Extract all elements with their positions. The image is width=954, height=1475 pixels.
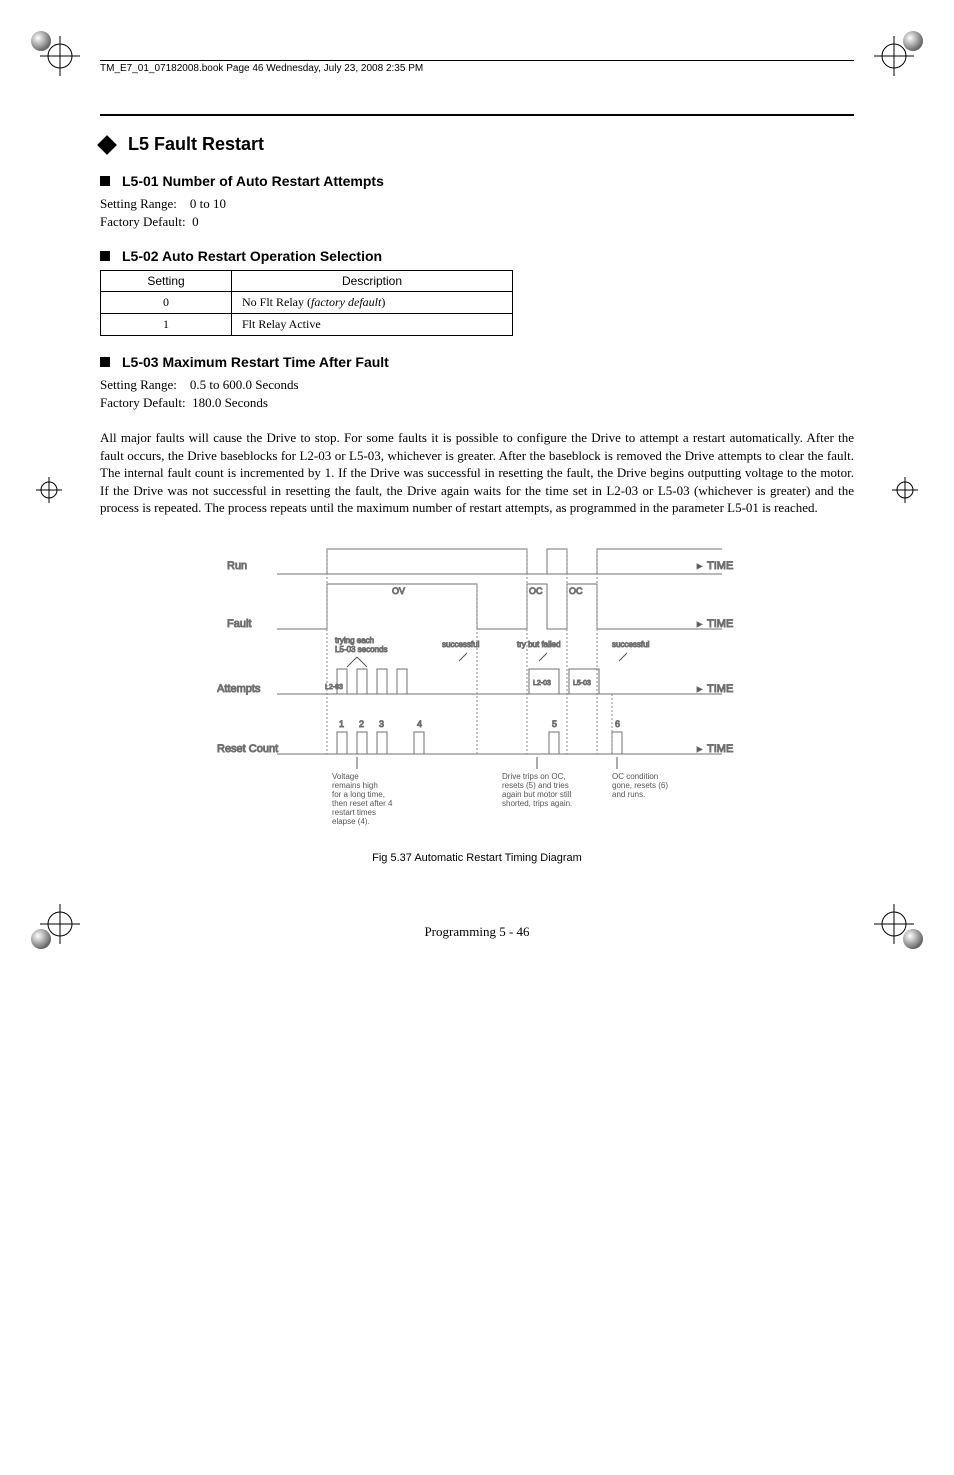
svg-text:Attempts: Attempts	[217, 683, 261, 695]
sub1-default: Factory Default: 0	[100, 213, 854, 231]
table-row: 0 No Flt Relay (factory default)	[101, 292, 513, 314]
svg-text:then reset after 4: then reset after 4	[332, 799, 393, 808]
svg-text:▸: ▸	[697, 561, 702, 572]
reg-mark-bl	[40, 904, 80, 944]
svg-text:4: 4	[417, 719, 422, 729]
label-run: Run	[227, 560, 247, 572]
square-bullet-icon	[100, 176, 110, 186]
svg-text:TIME: TIME	[707, 618, 733, 630]
sub1-range-label: Setting Range:	[100, 196, 177, 211]
table-row: 1 Flt Relay Active	[101, 314, 513, 336]
figure: Run ▸ TIME OV OC OC Fault TIME ▸ trying …	[100, 539, 854, 864]
page-footer: Programming 5 - 46	[100, 924, 854, 940]
cell-desc-ital: factory default	[311, 295, 381, 309]
svg-text:▸: ▸	[697, 619, 702, 630]
diamond-icon	[97, 135, 117, 155]
sub1-default-value: 0	[192, 214, 199, 229]
sub3-range-label: Setting Range:	[100, 377, 177, 392]
col-setting: Setting	[101, 271, 232, 292]
reg-mark-tl	[40, 36, 80, 76]
svg-text:resets (5) and tries: resets (5) and tries	[502, 781, 569, 790]
svg-text:restart times: restart times	[332, 808, 376, 817]
sub1-heading: L5-01 Number of Auto Restart Attempts	[100, 173, 854, 189]
section-rule	[100, 114, 854, 116]
svg-text:elapse (4).: elapse (4).	[332, 817, 370, 826]
svg-text:OV: OV	[392, 586, 405, 596]
square-bullet-icon	[100, 251, 110, 261]
section-heading: L5 Fault Restart	[100, 134, 854, 155]
figure-caption: Fig 5.37 Automatic Restart Timing Diagra…	[100, 852, 854, 864]
sub1-default-label: Factory Default:	[100, 214, 186, 229]
sub1-range: Setting Range: 0 to 10	[100, 195, 854, 213]
reg-mark-ml	[36, 477, 62, 503]
svg-text:L2-03: L2-03	[325, 684, 343, 691]
svg-text:OC condition: OC condition	[612, 772, 658, 781]
sub3-heading: L5-03 Maximum Restart Time After Fault	[100, 354, 854, 370]
section-title: L5 Fault Restart	[128, 134, 264, 155]
svg-text:TIME: TIME	[707, 560, 733, 572]
svg-text:Drive trips on OC,: Drive trips on OC,	[502, 772, 566, 781]
cell-setting: 0	[101, 292, 232, 314]
svg-text:shorted, trips again.: shorted, trips again.	[502, 799, 572, 808]
reg-mark-mr	[892, 477, 918, 503]
svg-text:▸: ▸	[697, 684, 702, 695]
svg-text:try but failed: try but failed	[517, 640, 561, 649]
cell-desc: Flt Relay Active	[232, 314, 513, 336]
svg-text:2: 2	[359, 719, 364, 729]
sub3-range-value: 0.5 to 600.0 Seconds	[190, 377, 299, 392]
svg-text:L2-03: L2-03	[533, 680, 551, 687]
cell-setting: 1	[101, 314, 232, 336]
svg-text:OC: OC	[569, 586, 583, 596]
svg-text:again but motor still: again but motor still	[502, 790, 572, 799]
svg-text:1: 1	[339, 719, 344, 729]
setting-table: Setting Description 0 No Flt Relay (fact…	[100, 270, 513, 336]
svg-text:successful: successful	[442, 640, 480, 649]
square-bullet-icon	[100, 357, 110, 367]
sub3-default-value: 180.0 Seconds	[192, 395, 268, 410]
sub3-default: Factory Default: 180.0 Seconds	[100, 394, 854, 412]
svg-text:TIME: TIME	[707, 743, 733, 755]
svg-text:L5-03: L5-03	[573, 680, 591, 687]
cell-desc-pre: No Flt Relay (	[242, 295, 311, 309]
timing-diagram: Run ▸ TIME OV OC OC Fault TIME ▸ trying …	[217, 539, 737, 832]
reg-mark-tr	[874, 36, 914, 76]
svg-text:OC: OC	[529, 586, 543, 596]
sub3-default-label: Factory Default:	[100, 395, 186, 410]
svg-text:trying each: trying each	[335, 636, 374, 645]
svg-text:Fault: Fault	[227, 618, 251, 630]
svg-text:3: 3	[379, 719, 384, 729]
sub1-range-value: 0 to 10	[190, 196, 226, 211]
svg-text:TIME: TIME	[707, 683, 733, 695]
svg-text:for a long time,: for a long time,	[332, 790, 385, 799]
cell-desc-post: )	[381, 295, 385, 309]
sub3-title: L5-03 Maximum Restart Time After Fault	[122, 354, 389, 370]
svg-text:successful: successful	[612, 640, 650, 649]
sub1-title: L5-01 Number of Auto Restart Attempts	[122, 173, 384, 189]
svg-text:6: 6	[615, 719, 620, 729]
table-header-row: Setting Description	[101, 271, 513, 292]
svg-text:Voltage: Voltage	[332, 772, 359, 781]
svg-text:remains high: remains high	[332, 781, 378, 790]
cell-desc-pre: Flt Relay Active	[242, 317, 321, 331]
svg-text:Reset Count: Reset Count	[217, 743, 278, 755]
sub3-range: Setting Range: 0.5 to 600.0 Seconds	[100, 376, 854, 394]
running-header: TM_E7_01_07182008.book Page 46 Wednesday…	[100, 60, 854, 74]
sub2-heading: L5-02 Auto Restart Operation Selection	[100, 248, 854, 264]
svg-text:gone, resets (6): gone, resets (6)	[612, 781, 668, 790]
cell-desc: No Flt Relay (factory default)	[232, 292, 513, 314]
svg-text:and runs.: and runs.	[612, 790, 645, 799]
col-description: Description	[232, 271, 513, 292]
body-paragraph: All major faults will cause the Drive to…	[100, 429, 854, 517]
svg-text:5: 5	[552, 719, 557, 729]
sub2-title: L5-02 Auto Restart Operation Selection	[122, 248, 382, 264]
reg-mark-br	[874, 904, 914, 944]
svg-text:▸: ▸	[697, 744, 702, 755]
svg-text:L5-03 seconds: L5-03 seconds	[335, 645, 387, 654]
